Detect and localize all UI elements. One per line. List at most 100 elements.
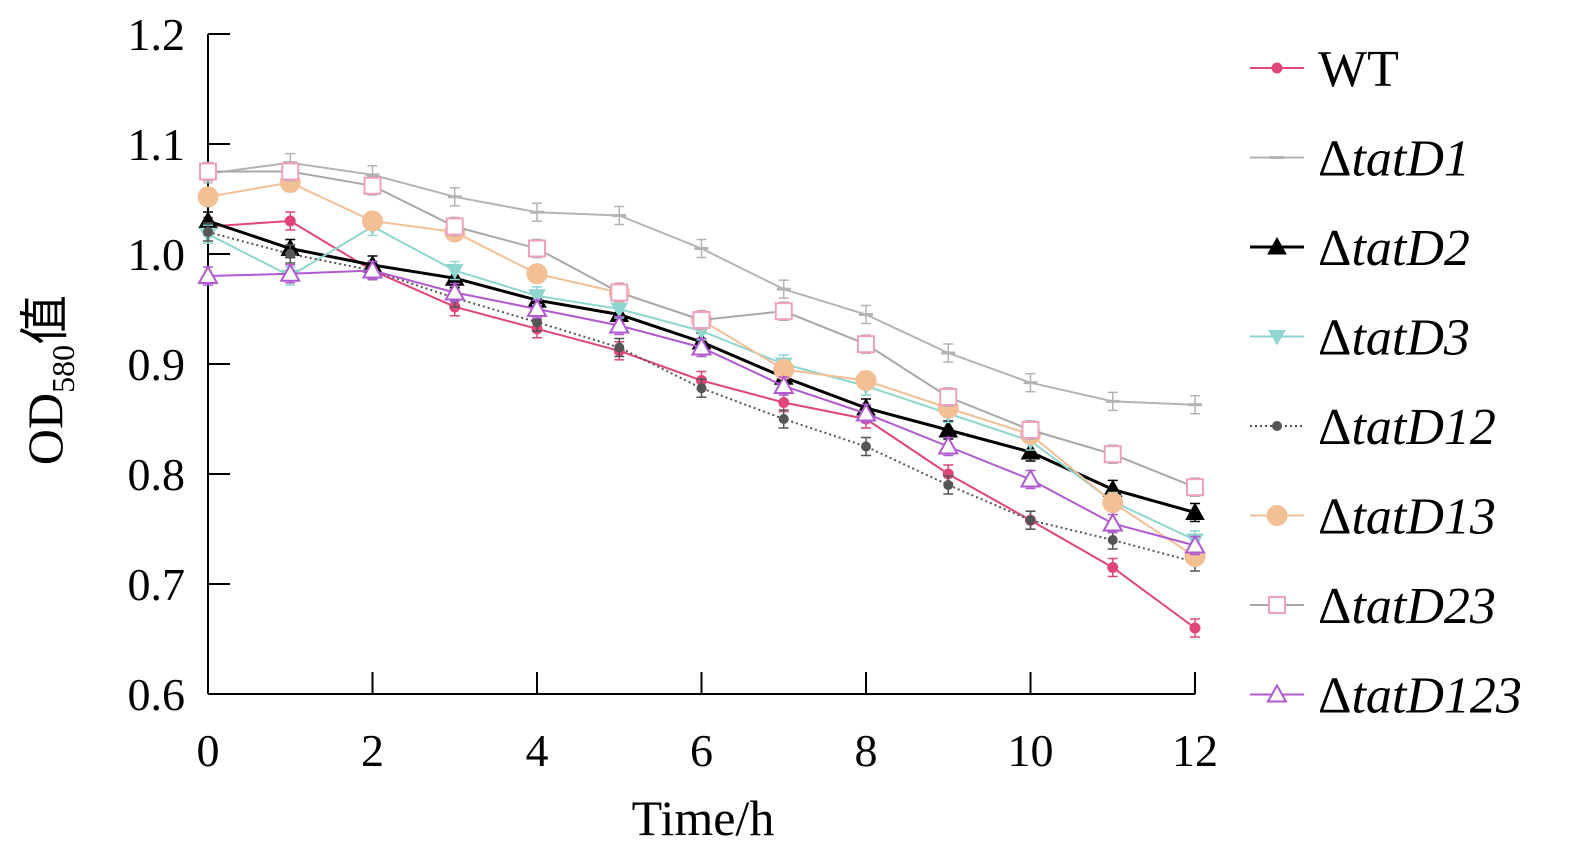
data-point	[778, 414, 789, 424]
legend-label: ΔtatD2	[1318, 220, 1470, 277]
data-point	[608, 314, 630, 334]
data-point	[1271, 62, 1283, 74]
data-point	[361, 259, 384, 279]
legend-label: ΔtatD1	[1318, 131, 1470, 188]
legend-label: WT	[1318, 41, 1399, 98]
data-point	[1268, 596, 1286, 614]
data-point	[363, 176, 382, 195]
legend-label: ΔtatD123	[1318, 668, 1522, 725]
legend-label-name: WT	[1318, 41, 1399, 98]
data-point	[528, 239, 546, 258]
series-tatD12	[203, 222, 1200, 572]
data-point	[610, 283, 629, 302]
data-point	[692, 311, 711, 329]
x-tick-label: 2	[361, 725, 384, 776]
legend-item-tatD1: ΔtatD1	[1250, 131, 1470, 188]
data-point	[1184, 534, 1206, 554]
data-point	[281, 162, 300, 181]
legend-item-tatD12: ΔtatD12	[1250, 399, 1496, 456]
data-point	[203, 227, 213, 237]
data-point	[197, 186, 219, 208]
data-point	[1266, 505, 1288, 526]
series-line	[207, 161, 1196, 406]
data-point	[197, 264, 219, 284]
data-point	[1020, 441, 1041, 460]
data-point	[939, 388, 958, 406]
legend-label-prefix: Δ	[1318, 578, 1351, 635]
y-tick-label: 0.7	[128, 559, 186, 610]
x-tick-label: 10	[1008, 725, 1054, 776]
legend-label: ΔtatD12	[1318, 399, 1496, 456]
legend-item-tatD23: ΔtatD23	[1250, 578, 1496, 635]
data-point	[284, 215, 296, 227]
data-point	[1268, 330, 1286, 346]
legend-label-prefix: Δ	[1318, 489, 1351, 546]
data-point	[937, 435, 959, 455]
series-tatD123	[197, 259, 1206, 556]
data-point	[1102, 492, 1124, 514]
legend-label-prefix: Δ	[1318, 399, 1351, 456]
data-point	[1021, 421, 1040, 439]
data-point	[285, 249, 296, 259]
legend: WTΔtatD1ΔtatD2ΔtatD3ΔtatD12ΔtatD13ΔtatD2…	[1250, 41, 1522, 725]
y-tick-label: 1.0	[128, 229, 186, 280]
legend-label-prefix: Δ	[1318, 220, 1351, 277]
y-tick-label: 1.1	[128, 119, 186, 170]
series-tatD2	[198, 210, 1205, 523]
legend-label-name: tatD3	[1351, 310, 1469, 367]
series-layer	[197, 152, 1206, 638]
legend-label-prefix: Δ	[1318, 131, 1351, 188]
legend-item-tatD2: ΔtatD2	[1250, 220, 1470, 277]
data-point	[943, 480, 954, 490]
data-point	[614, 342, 625, 353]
data-point	[1266, 683, 1288, 703]
data-point	[855, 370, 877, 391]
data-point	[526, 297, 548, 317]
legend-label: ΔtatD3	[1318, 310, 1470, 367]
legend-item-tatD13: ΔtatD13	[1250, 489, 1496, 546]
data-point	[199, 162, 217, 181]
series-line	[207, 181, 1196, 558]
legend-item-tatD3: ΔtatD3	[1250, 310, 1470, 367]
series-line	[207, 219, 1196, 629]
data-point	[774, 302, 793, 321]
data-point	[1185, 502, 1205, 520]
data-point	[857, 335, 875, 354]
y-tick-label: 0.8	[128, 449, 186, 500]
data-point	[445, 264, 464, 280]
data-point	[526, 263, 548, 285]
data-point	[1019, 468, 1042, 488]
data-point	[528, 289, 546, 305]
y-tick-label: 0.9	[128, 339, 186, 390]
data-point	[1025, 515, 1036, 526]
y-axis-title-suffix: 值	[16, 295, 74, 345]
y-axis-title-main: OD	[17, 393, 73, 465]
data-point	[861, 441, 871, 452]
x-tick-label: 6	[690, 725, 713, 776]
series-tatD23	[199, 161, 1204, 497]
data-point	[690, 336, 713, 356]
x-tick-label: 4	[526, 725, 549, 776]
x-tick-label: 12	[1172, 725, 1218, 776]
data-point	[1272, 421, 1282, 431]
legend-label-name: tatD1	[1351, 131, 1469, 188]
y-axis-title: OD580值	[16, 295, 81, 465]
legend-label: ΔtatD23	[1318, 578, 1496, 635]
legend-label-name: tatD12	[1351, 399, 1495, 456]
data-point	[1186, 478, 1204, 497]
data-point	[1267, 236, 1287, 255]
data-point	[696, 383, 707, 394]
y-tick-label: 0.6	[128, 669, 186, 720]
data-point	[855, 402, 877, 422]
x-axis-title: Time/h	[632, 790, 775, 846]
y-tick-label: 1.2	[128, 9, 186, 60]
data-point	[778, 397, 790, 408]
y-axis-title-sub: 580	[45, 345, 81, 393]
legend-label-name: tatD123	[1351, 668, 1521, 725]
data-point	[1103, 445, 1122, 464]
legend-label-name: tatD23	[1351, 578, 1495, 635]
data-point	[1107, 562, 1119, 573]
series-tatD13	[197, 172, 1206, 567]
legend-label-prefix: Δ	[1318, 310, 1351, 367]
